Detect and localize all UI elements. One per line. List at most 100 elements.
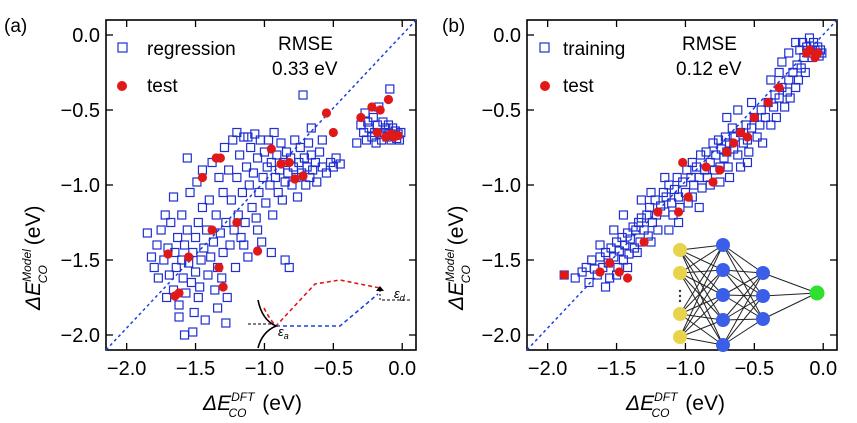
nn-edge	[679, 244, 724, 338]
nn-edge	[722, 269, 764, 320]
point-regression	[182, 153, 192, 163]
point-training	[697, 183, 707, 193]
point-regression	[273, 187, 283, 198]
legend-label-training: training	[563, 39, 625, 60]
point-training	[722, 112, 732, 123]
point-regression	[152, 240, 162, 250]
point-test	[722, 147, 732, 157]
panel-letter-a: (a)	[4, 16, 27, 37]
point-regression	[173, 232, 183, 243]
point-training	[766, 75, 776, 85]
point-test	[774, 82, 784, 93]
point-regression	[252, 153, 263, 163]
x-tick-label-b: −2.0	[528, 358, 567, 380]
point-test	[276, 159, 286, 169]
point-test	[197, 172, 208, 183]
point-regression	[247, 202, 257, 213]
point-test	[266, 144, 276, 154]
point-training	[708, 138, 718, 148]
y-tick-label-a: −0.5	[61, 100, 100, 122]
nn-input-node	[673, 307, 687, 321]
y-tick-label-a: −1.5	[61, 250, 100, 272]
point-regression	[265, 180, 275, 190]
point-regression	[290, 135, 300, 145]
point-regression	[233, 210, 243, 220]
point-regression	[243, 252, 253, 262]
point-regression	[263, 135, 274, 145]
nn-edge	[679, 249, 724, 346]
legend-label-test-a: test	[147, 76, 178, 97]
y-axis-label-b: ΔEModel CO(eV)	[443, 206, 473, 311]
point-regression	[193, 292, 203, 303]
y-tick-label-a: −2.0	[61, 325, 100, 347]
point-test	[749, 112, 759, 123]
point-test	[215, 153, 225, 163]
y-tick-label-a: −1.0	[61, 175, 100, 197]
point-training	[595, 240, 605, 250]
point-regression	[208, 237, 219, 247]
point-regression	[226, 195, 236, 205]
point-regression	[301, 180, 311, 190]
point-training	[624, 249, 634, 259]
point-regression	[186, 277, 197, 288]
point-regression	[189, 307, 199, 318]
point-regression	[258, 172, 268, 183]
point-regression	[228, 135, 238, 145]
point-regression	[239, 240, 249, 250]
point-regression	[372, 120, 383, 130]
nn-hidden-node	[716, 263, 730, 277]
nn-edge	[722, 272, 764, 346]
point-test	[639, 237, 649, 247]
point-training	[646, 187, 656, 198]
point-training	[650, 195, 660, 205]
point-training	[673, 217, 684, 228]
point-regression	[142, 228, 152, 238]
point-regression	[361, 135, 371, 145]
legend-marker-test-a	[117, 81, 127, 91]
point-regression	[378, 117, 388, 127]
point-training	[620, 240, 630, 250]
rmse-value-b: 0.12 eV	[676, 59, 742, 80]
inset-label-a: εa	[278, 324, 289, 341]
point-regression	[292, 192, 303, 202]
rmse-title-a: RMSE	[278, 34, 333, 55]
point-regression	[235, 150, 245, 160]
point-test	[742, 132, 753, 142]
nn-hidden-node	[756, 289, 770, 303]
point-regression	[218, 247, 228, 258]
point-regression	[190, 267, 201, 277]
nn-input-node	[673, 266, 687, 280]
nn-edge	[762, 292, 818, 297]
nn-hidden-node	[716, 313, 730, 327]
point-training	[605, 273, 615, 283]
nn-edge	[679, 269, 724, 274]
point-regression	[229, 225, 239, 235]
nn-edge	[679, 313, 724, 321]
energy-level-inset: εd εa	[248, 279, 412, 349]
nn-edge	[762, 272, 818, 294]
x-axis-label-b: ΔEDFT CO (eV)	[625, 390, 725, 420]
point-training	[694, 172, 704, 183]
legend-a: regression test	[117, 39, 236, 97]
point-training	[793, 75, 804, 85]
point-regression	[193, 217, 203, 228]
x-tick-label-a: −2.0	[107, 358, 146, 380]
point-test	[804, 45, 815, 55]
point-regression	[200, 315, 210, 325]
point-regression	[252, 225, 263, 235]
point-regression	[246, 142, 256, 153]
nn-edge	[679, 249, 724, 296]
point-test	[763, 97, 773, 108]
inset-level-curve	[257, 299, 279, 349]
x-tick-label-b: −1.5	[597, 358, 636, 380]
point-training	[724, 172, 735, 183]
point-regression	[272, 150, 282, 160]
point-test	[729, 138, 739, 148]
point-regression	[284, 262, 294, 273]
point-regression	[153, 273, 163, 283]
point-regression	[224, 165, 234, 175]
point-training	[600, 282, 611, 292]
nn-edge	[762, 292, 818, 320]
point-regression	[328, 162, 338, 172]
point-regression	[179, 240, 190, 250]
